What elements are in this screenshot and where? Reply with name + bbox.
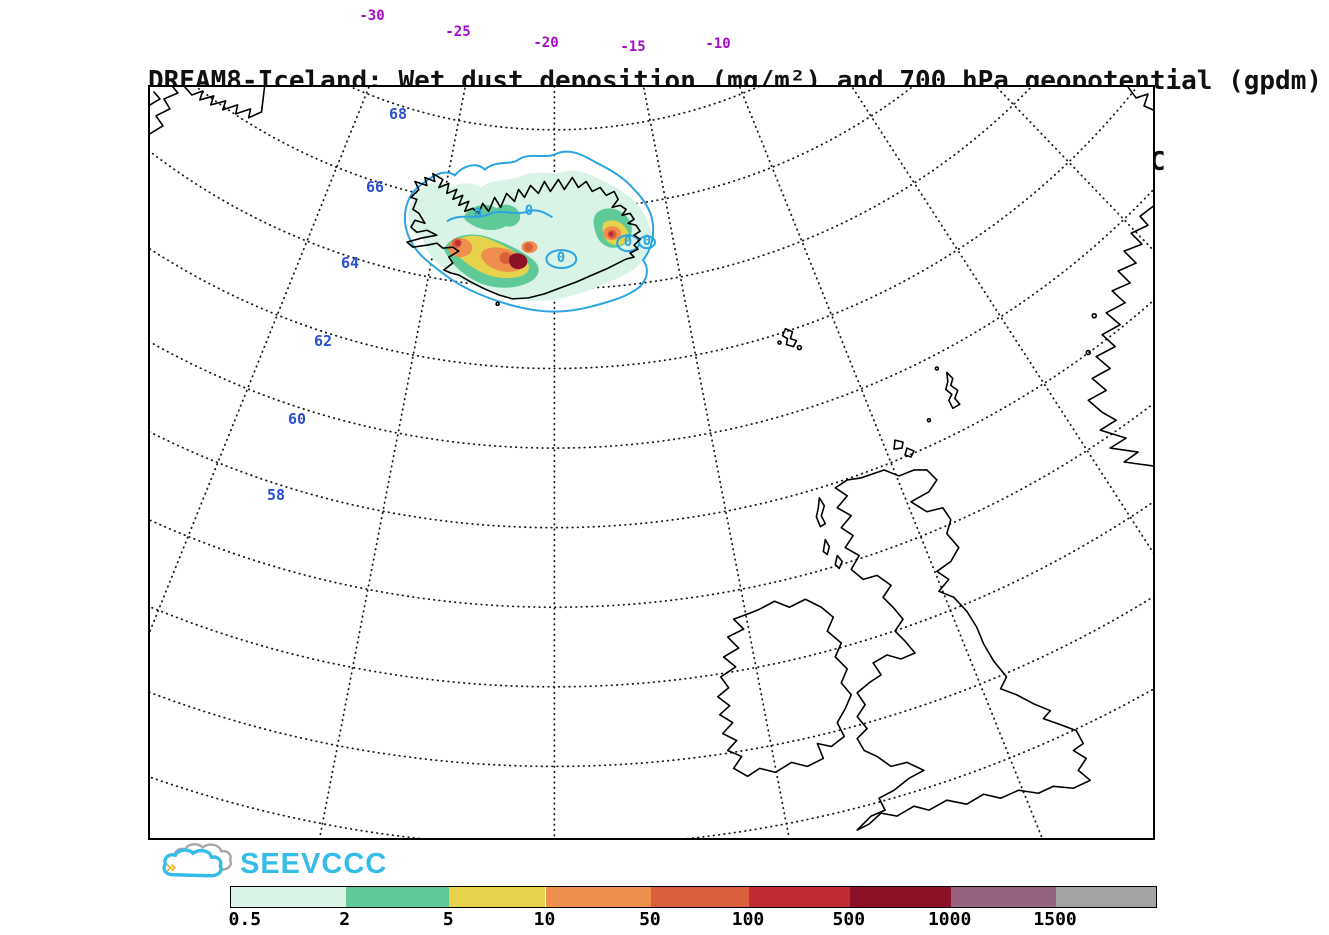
legend-label: 0.5 <box>228 909 262 930</box>
dust-core-red <box>499 252 512 265</box>
graticule-meridian <box>150 87 370 634</box>
graticule-parallel <box>150 402 1153 608</box>
hebrides-coastline <box>834 554 844 570</box>
legend-segment <box>650 887 749 907</box>
graticule-meridian <box>995 87 1153 252</box>
greenland-coastline <box>184 87 266 119</box>
geopotential-contour-line <box>403 150 655 313</box>
geopotential-contours <box>403 150 656 313</box>
legend-segment <box>1056 887 1156 907</box>
legend-label: 5 <box>442 909 454 930</box>
legend-label: 1000 <box>927 909 972 930</box>
graticule-parallel <box>150 500 1153 688</box>
map-canvas <box>150 87 1153 838</box>
legend-segment <box>545 887 651 907</box>
orkney-islands-coastline <box>904 447 915 458</box>
graticule-meridian <box>896 87 1153 631</box>
legend-segment <box>449 887 546 907</box>
geopotential-contour-line <box>446 209 553 223</box>
legend-segment <box>950 887 1057 907</box>
hebrides-coastline <box>822 538 831 556</box>
hebrides-coastline <box>815 497 827 528</box>
legend-label: 2 <box>339 909 351 930</box>
cloud-icon: » <box>162 843 233 878</box>
dust-core-red <box>524 242 533 252</box>
island-speck <box>926 417 932 423</box>
dust-area-green <box>464 204 521 230</box>
island-speck <box>495 301 500 307</box>
dust-deposition-field <box>408 170 652 301</box>
greenland-coastline <box>150 91 161 106</box>
great-britain-coastline <box>834 469 1092 831</box>
graticule-grid <box>150 87 1153 838</box>
legend-segment <box>849 887 951 907</box>
legend-segment <box>231 887 246 907</box>
seevccc-logo: » SEEVCCC <box>146 841 387 887</box>
island-speck <box>796 344 803 351</box>
ireland-coastline <box>716 598 853 778</box>
island-speck <box>777 340 782 345</box>
legend-label: 10 <box>533 909 556 930</box>
dust-core-maroon <box>508 253 528 270</box>
graticule-parallel <box>150 688 1153 838</box>
graticule-parallel <box>348 87 760 131</box>
chevrons-icon: » <box>166 858 177 878</box>
graticule-parallel <box>150 595 1153 767</box>
graticule-parallel <box>195 87 914 211</box>
graticule-parallel <box>150 188 1153 449</box>
legend-label: 50 <box>639 909 661 930</box>
graticule-meridian <box>642 87 791 838</box>
map-area <box>148 85 1155 840</box>
legend-segment <box>749 887 850 907</box>
geopotential-contour-line <box>545 249 578 270</box>
cloud-outline <box>162 848 223 878</box>
geopotential-contour-line <box>638 235 656 250</box>
island-speck <box>934 366 940 371</box>
legend-colorbar <box>230 886 1157 908</box>
dust-core-crimson <box>608 231 614 237</box>
graticule-meridian <box>851 87 1153 554</box>
legend-segment <box>345 887 450 907</box>
iceland-coastline <box>406 172 641 300</box>
orkney-islands-coastline <box>893 439 904 450</box>
legend-label: 500 <box>832 909 866 930</box>
legend-label: 100 <box>731 909 765 930</box>
faroe-islands-coastline <box>781 327 798 348</box>
legend-labels: 0.5 2 5 10 50 100 500 1000 1500 <box>228 909 1155 931</box>
shetland-islands-coastline <box>945 371 961 410</box>
logo-text: SEEVCCC <box>240 847 388 880</box>
greenland-coastline <box>150 87 179 135</box>
norway-coastline <box>1087 205 1153 467</box>
legend: 0.5 2 5 10 50 100 500 1000 1500 <box>228 886 1157 932</box>
legend-label: 1500 <box>1033 909 1077 930</box>
norway-coastline <box>1127 87 1153 111</box>
island-speck <box>1085 349 1092 356</box>
island-speck <box>1091 312 1098 319</box>
graticule-parallel <box>150 299 1153 529</box>
dust-core-crimson <box>454 240 461 247</box>
coastlines <box>150 87 1153 831</box>
graticule-meridian <box>738 87 1044 838</box>
legend-segment <box>245 887 346 907</box>
graticule-parallel <box>150 87 1139 370</box>
